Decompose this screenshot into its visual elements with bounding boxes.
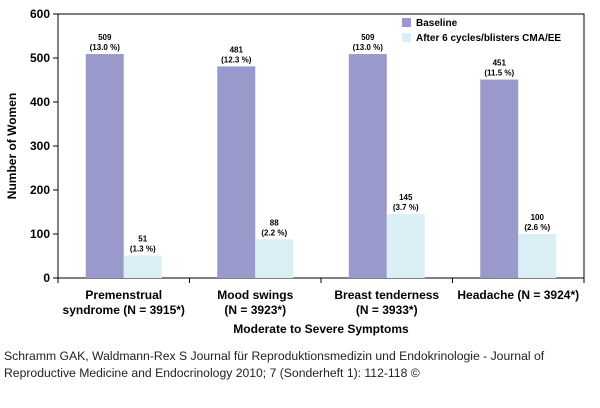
bar-after	[123, 255, 162, 278]
data-label-value: 481	[230, 45, 244, 54]
x-category-label: syndrome (N = 3915*)	[63, 303, 185, 317]
legend-swatch	[402, 18, 411, 27]
y-tick-label: 300	[30, 139, 50, 153]
data-label-percent: (1.3 %)	[130, 245, 156, 254]
source-caption: Schramm GAK, Waldmann-Rex S Journal für …	[4, 349, 545, 380]
data-label-percent: (13.0 %)	[353, 43, 384, 52]
data-label-value: 100	[531, 213, 545, 222]
y-tick-label: 100	[30, 227, 50, 241]
x-axis-title: Moderate to Severe Symptoms	[233, 322, 409, 336]
legend-label: Baseline	[416, 18, 458, 29]
bar-after	[386, 214, 425, 278]
legend-label: After 6 cycles/blisters CMA/EE	[416, 33, 561, 44]
x-category-label: Breast tenderness	[334, 288, 439, 302]
bar-baseline	[348, 54, 387, 278]
y-tick-label: 0	[43, 271, 50, 285]
data-label-value: 509	[98, 33, 112, 42]
x-category-label: (N = 3933*)	[356, 303, 418, 317]
data-label-value: 88	[270, 218, 279, 227]
x-category-label: Headache (N = 3924*)	[457, 288, 579, 302]
data-label-value: 451	[493, 59, 507, 68]
data-label-value: 51	[138, 235, 147, 244]
bar-baseline	[85, 54, 124, 278]
data-label-percent: (11.5 %)	[484, 69, 514, 78]
data-label-percent: (2.2 %)	[261, 228, 287, 237]
legend-swatch	[402, 33, 411, 42]
data-label-percent: (3.7 %)	[393, 203, 419, 212]
x-category-label: (N = 3923*)	[224, 303, 286, 317]
bar-baseline	[217, 66, 256, 278]
data-label-value: 509	[361, 33, 375, 42]
data-label-percent: (13.0 %)	[90, 43, 121, 52]
x-category-label: Premenstrual	[85, 288, 162, 302]
y-axis-title: Number of Women	[5, 93, 19, 199]
y-tick-label: 400	[30, 95, 50, 109]
data-label-percent: (2.6 %)	[524, 223, 550, 232]
bar-baseline	[480, 79, 519, 278]
y-tick-label: 200	[30, 183, 50, 197]
y-tick-label: 600	[30, 7, 50, 21]
data-label-percent: (12.3 %)	[221, 55, 252, 64]
x-category-label: Mood swings	[217, 288, 293, 302]
y-tick-label: 500	[30, 51, 50, 65]
bar-after	[518, 234, 557, 278]
bar-after	[255, 239, 294, 278]
data-label-value: 145	[399, 193, 413, 202]
